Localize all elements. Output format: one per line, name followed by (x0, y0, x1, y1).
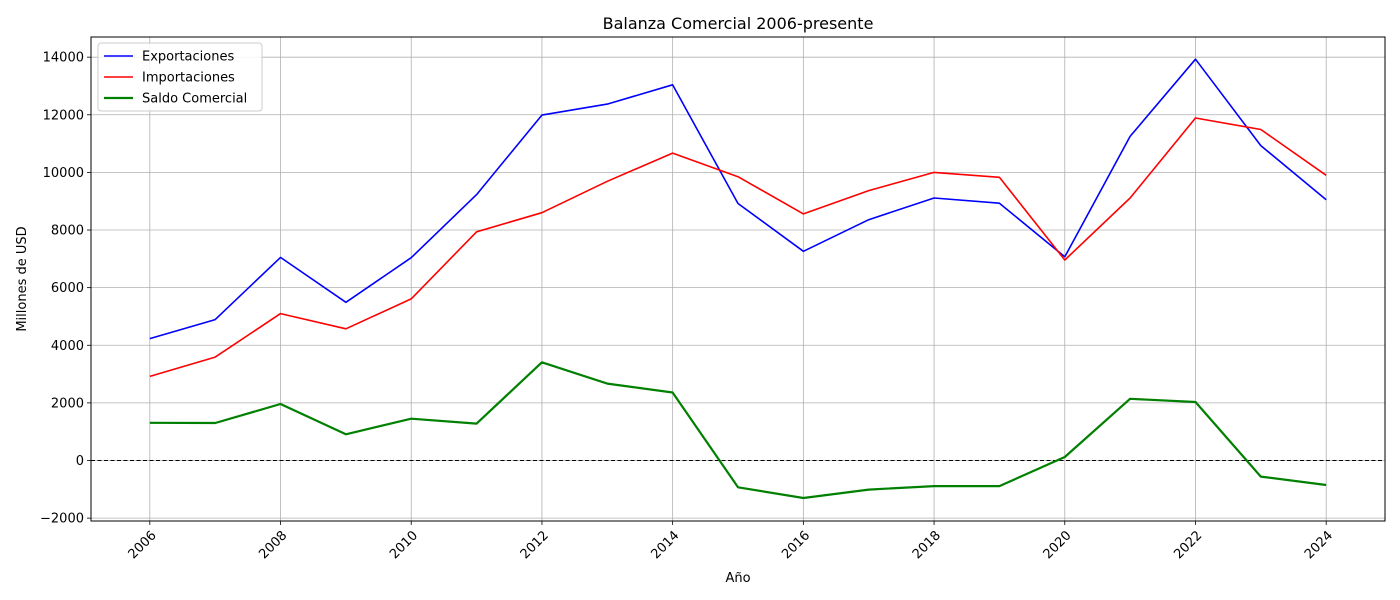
x-tick-label: 2010 (387, 528, 421, 562)
legend-label-saldo-comercial: Saldo Comercial (142, 92, 247, 107)
legend-label-importaciones: Importaciones (142, 71, 235, 86)
y-tick-label: −2000 (40, 512, 84, 527)
x-tick-label: 2008 (256, 528, 290, 562)
x-tick-label: 2022 (1171, 528, 1205, 562)
legend: Exportaciones Importaciones Saldo Comercia… (97, 42, 263, 112)
y-tick-label: 0 (76, 454, 84, 469)
x-tick-label: 2012 (518, 528, 552, 562)
grid (91, 37, 1385, 521)
x-tick-label: 2024 (1302, 528, 1336, 562)
series-line-saldo-comercial (149, 361, 1327, 500)
y-axis-ticks: −2000 0 2000 4000 6000 8000 10000 12000 14000 (40, 51, 91, 527)
x-tick-label: 2020 (1041, 528, 1075, 562)
y-tick-label: 4000 (51, 339, 84, 354)
y-tick-label: 14000 (43, 51, 84, 66)
legend-box (97, 42, 263, 112)
y-tick-label: 2000 (51, 396, 84, 411)
x-tick-label: 2014 (648, 528, 682, 562)
chart-title: Balanza Comercial 2006-presente (603, 14, 874, 33)
y-axis-title: Millones de USD (15, 226, 30, 331)
x-tick-label: 2016 (779, 528, 813, 562)
x-tick-label: 2018 (910, 528, 944, 562)
x-axis-ticks: 2006 2008 2010 2012 2014 2016 2018 2020 2022 2024 (126, 521, 1336, 562)
y-tick-label: 8000 (51, 224, 84, 239)
x-axis-title: Año (725, 571, 750, 586)
y-tick-label: 12000 (43, 108, 84, 123)
series-lines (149, 58, 1327, 500)
series-line-exportaciones (149, 58, 1327, 340)
y-tick-label: 6000 (51, 281, 84, 296)
y-tick-label: 10000 (43, 166, 84, 181)
legend-label-exportaciones: Exportaciones (142, 50, 234, 65)
plot-frame (90, 36, 1386, 522)
series-line-importaciones (149, 117, 1327, 378)
x-tick-label: 2006 (126, 528, 160, 562)
